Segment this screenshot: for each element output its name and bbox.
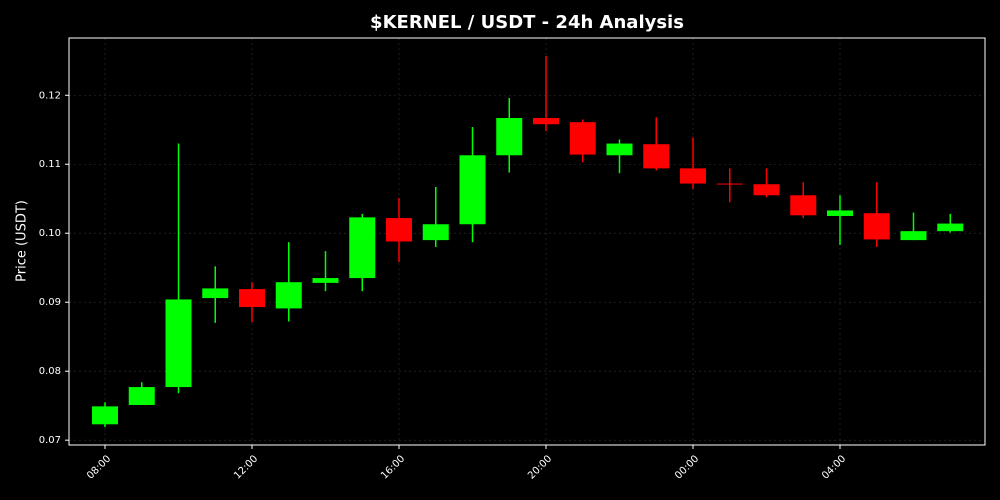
candle-body <box>275 282 302 309</box>
y-tick-label: 0.07 <box>39 435 61 446</box>
candle-body <box>680 168 706 184</box>
candle-body <box>900 231 927 241</box>
candle-body <box>92 406 118 425</box>
candle-body <box>165 299 192 388</box>
plot-frame <box>68 37 986 446</box>
candle-body <box>239 289 265 308</box>
candle-body <box>863 213 890 240</box>
candle-body <box>422 224 449 241</box>
y-tick-label: 0.08 <box>39 366 61 377</box>
y-axis-label: Price (USDT) <box>15 200 30 282</box>
candle-body <box>606 143 633 156</box>
candle-body <box>753 184 780 196</box>
candle-body <box>459 155 486 225</box>
candle-body <box>937 223 964 232</box>
candle-body <box>790 195 817 216</box>
candle-body <box>533 118 559 125</box>
candle-body <box>716 183 743 185</box>
candle-body <box>386 218 412 242</box>
candle-body <box>569 122 596 155</box>
y-tick-label: 0.10 <box>39 228 61 239</box>
candle-body <box>128 387 155 405</box>
y-tick-label: 0.09 <box>39 297 61 308</box>
candle-body <box>827 210 853 216</box>
candle-body <box>643 144 670 169</box>
candle-body <box>496 118 523 156</box>
y-tick-label: 0.11 <box>39 159 61 170</box>
candle-body <box>202 288 229 299</box>
y-tick-label: 0.12 <box>39 90 61 101</box>
candle-body <box>312 278 339 283</box>
candle-body <box>349 217 376 279</box>
chart-title: $KERNEL / USDT - 24h Analysis <box>370 12 684 33</box>
